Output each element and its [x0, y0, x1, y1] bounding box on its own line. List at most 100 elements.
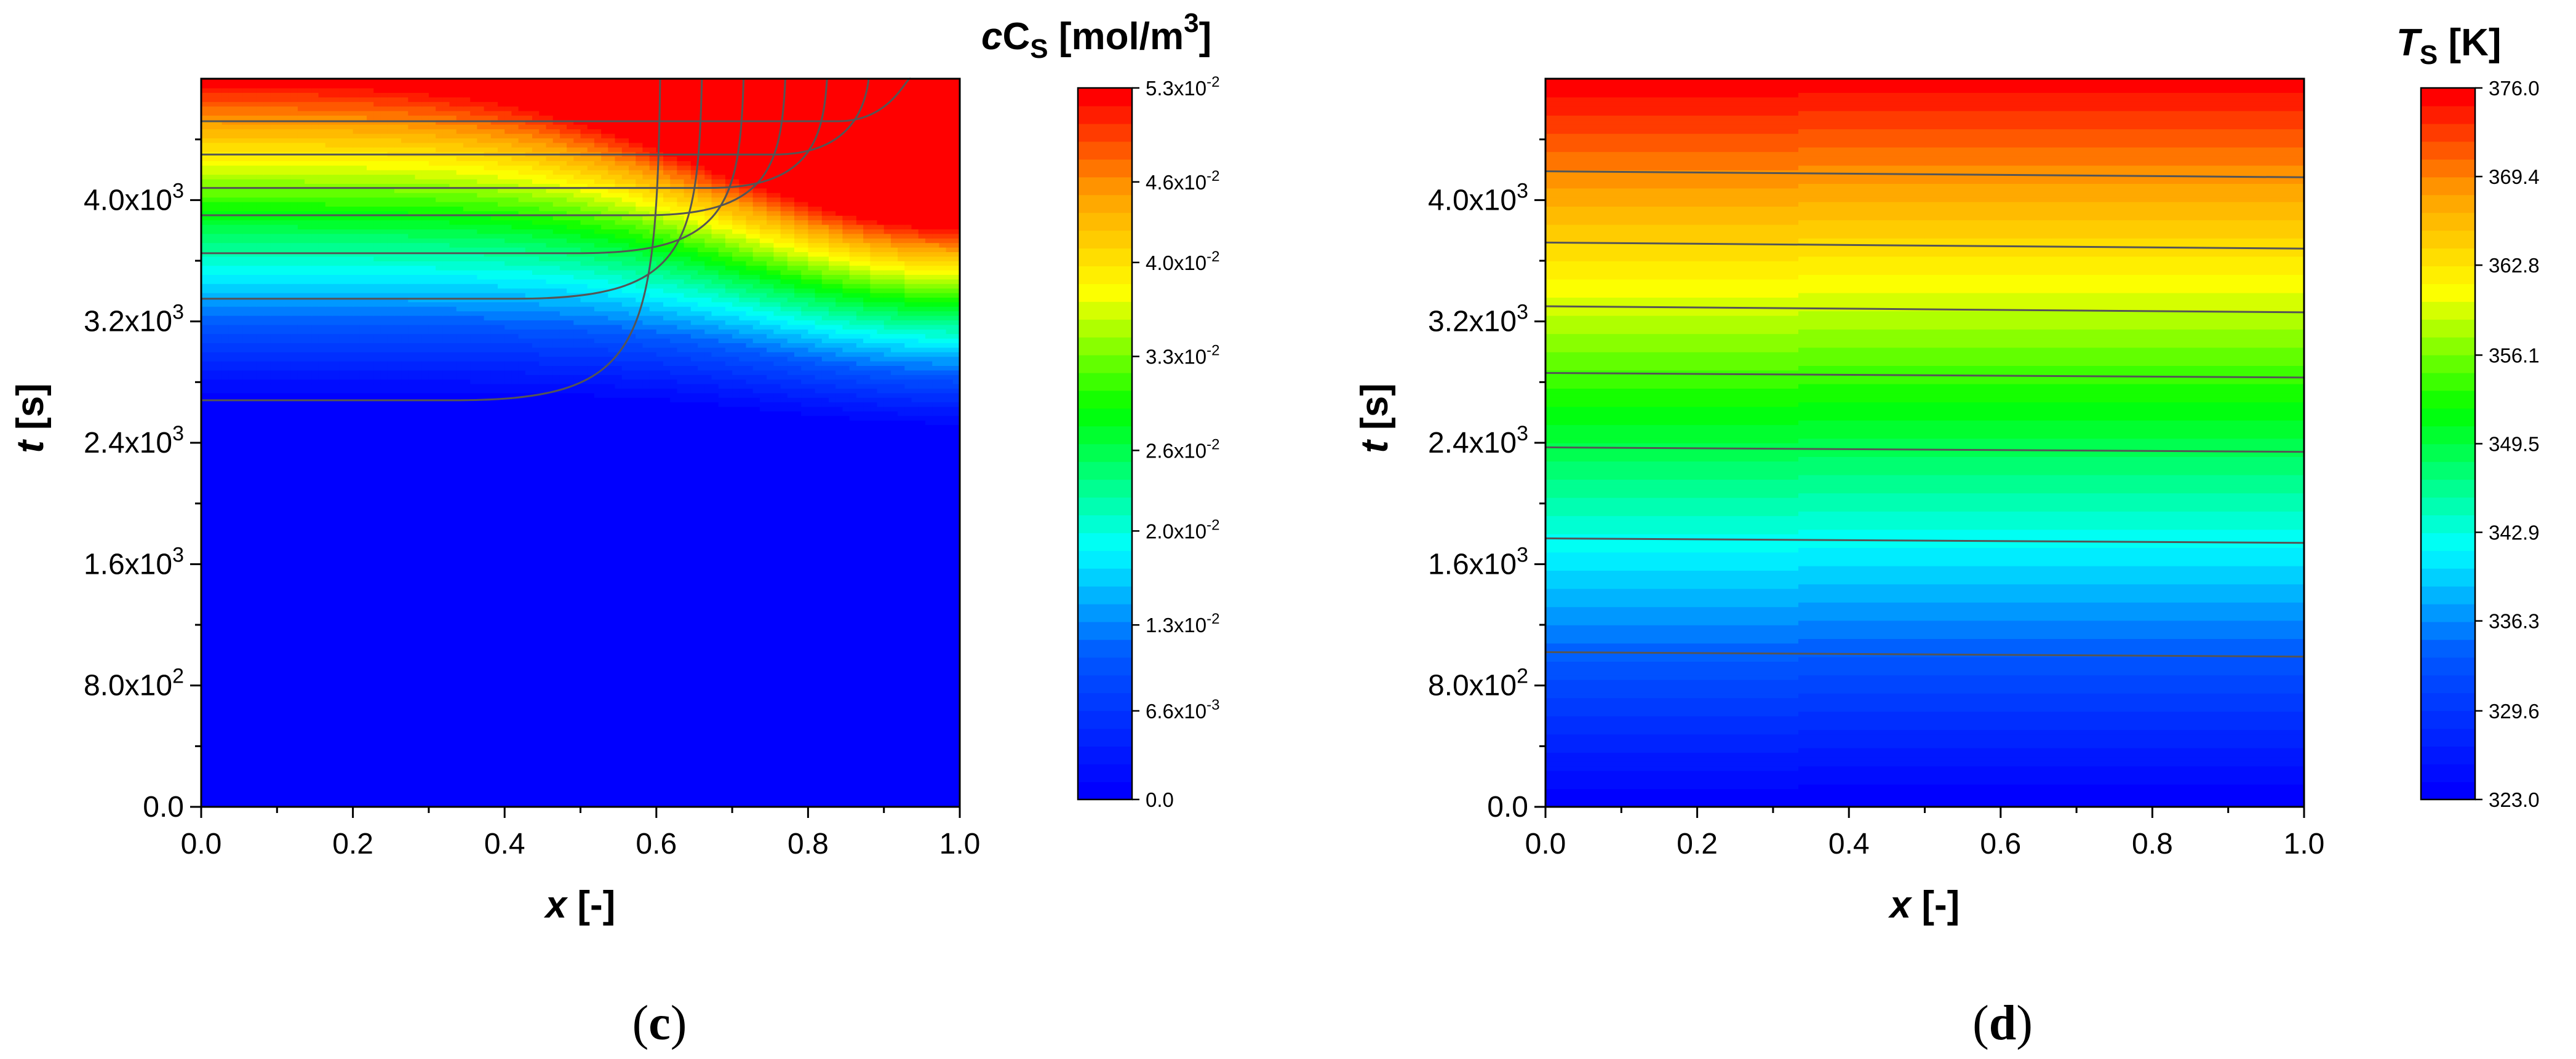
heat-cell — [291, 661, 298, 666]
heat-cell — [305, 657, 312, 662]
heat-cell — [470, 780, 477, 785]
heat-cell — [932, 680, 939, 684]
heat-cell — [422, 702, 429, 707]
heat-cell — [919, 670, 926, 675]
heat-cell — [519, 729, 526, 734]
heat-cell — [573, 725, 581, 730]
heat-cell — [904, 780, 912, 785]
heat-cell — [553, 771, 560, 775]
heat-cell — [436, 757, 443, 762]
heat-cell — [539, 693, 546, 698]
heat-cell — [719, 670, 726, 675]
heat-cell — [532, 720, 540, 725]
heat-cell — [332, 775, 340, 780]
heat-cell — [739, 743, 746, 748]
heat-cell — [325, 720, 333, 725]
heat-cell — [642, 707, 650, 712]
heat-cell — [822, 752, 829, 757]
heat-cell — [298, 784, 305, 789]
heat-cell — [850, 725, 857, 730]
heat-cell — [932, 729, 939, 734]
heat-cell — [794, 712, 802, 716]
heat-cell — [319, 702, 326, 707]
heat-cell — [367, 748, 374, 753]
heat-cell — [236, 684, 243, 689]
heat-cell — [601, 757, 608, 762]
heat-cell — [842, 712, 850, 716]
heat-cell — [394, 748, 402, 753]
heat-cell — [801, 793, 808, 798]
heat-cell — [719, 798, 726, 803]
heat-cell — [753, 780, 760, 785]
heat-cell — [291, 702, 298, 707]
heat-cell — [939, 766, 946, 771]
heat-cell — [684, 697, 692, 702]
heat-cell — [912, 684, 919, 689]
heat-cell — [946, 771, 954, 775]
heat-cell — [636, 739, 643, 744]
heat-cell — [919, 725, 926, 730]
heat-cell — [532, 716, 540, 721]
heat-cell — [567, 743, 574, 748]
heat-cell — [615, 748, 623, 753]
heat-cell — [594, 702, 602, 707]
heat-cell — [470, 734, 477, 739]
heat-cell — [504, 743, 512, 748]
heat-cell — [250, 712, 257, 716]
heat-cell — [415, 748, 423, 753]
heat-cell — [898, 725, 905, 730]
heat-cell — [325, 729, 333, 734]
heat-cell — [773, 661, 781, 666]
heat-cell — [732, 675, 740, 680]
heat-cell — [201, 757, 209, 762]
heat-cell — [719, 725, 726, 730]
heat-cell — [622, 702, 629, 707]
heat-cell — [546, 680, 554, 684]
heat-cell — [319, 697, 326, 702]
heat-cell — [863, 689, 871, 694]
heat-cell — [767, 780, 774, 785]
heat-cell — [691, 680, 698, 684]
heat-cell — [636, 702, 643, 707]
heat-cell — [629, 780, 636, 785]
heat-cell — [870, 697, 877, 702]
heat-cell — [291, 798, 298, 803]
heat-cell — [650, 793, 657, 798]
heat-cell — [760, 788, 767, 793]
heat-cell — [642, 680, 650, 684]
heat-cell — [642, 780, 650, 785]
heat-cell — [808, 771, 815, 775]
heat-cell — [242, 689, 250, 694]
heat-cell — [946, 766, 954, 771]
heat-cell — [373, 707, 381, 712]
heat-cell — [850, 702, 857, 707]
heat-cell — [519, 725, 526, 730]
heat-cell — [588, 748, 595, 753]
heat-cell — [339, 729, 346, 734]
heat-cell — [470, 697, 477, 702]
heat-cell — [884, 720, 891, 725]
heat-cell — [863, 788, 871, 793]
heat-cell — [691, 684, 698, 689]
heat-cell — [291, 666, 298, 671]
heat-cell — [498, 693, 505, 698]
heat-cell — [553, 739, 560, 744]
heat-cell — [257, 784, 264, 789]
heat-cell — [829, 761, 836, 766]
heat-cell — [739, 729, 746, 734]
heat-cell — [739, 793, 746, 798]
heat-cell — [629, 793, 636, 798]
heat-cell — [677, 684, 684, 689]
heat-cell — [919, 734, 926, 739]
heat-cell — [773, 734, 781, 739]
heat-cell — [401, 693, 409, 698]
heat-cell — [670, 716, 677, 721]
heat-cell — [719, 734, 726, 739]
heat-cell — [670, 693, 677, 698]
heat-cell — [946, 748, 954, 753]
heat-cell — [856, 657, 864, 662]
heat-cell — [663, 739, 671, 744]
heat-cell — [704, 684, 712, 689]
heat-cell — [788, 775, 795, 780]
heat-cell — [504, 780, 512, 785]
